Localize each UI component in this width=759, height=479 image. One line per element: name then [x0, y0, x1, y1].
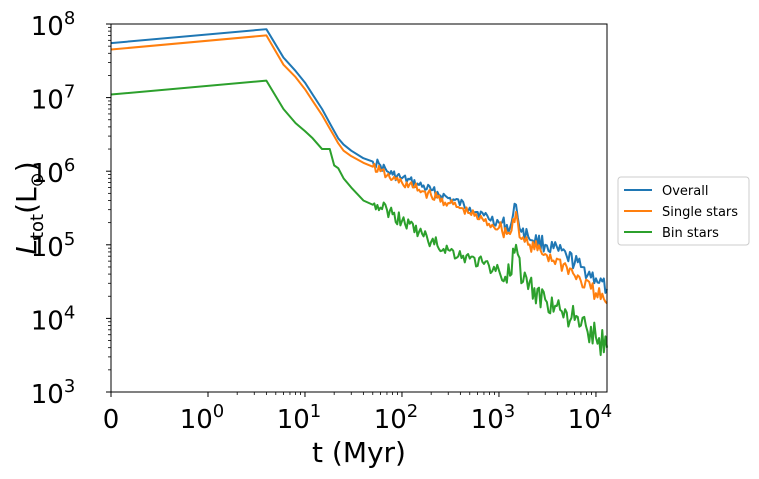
legend-entry-2: Bin stars [662, 226, 719, 241]
x-tick-label-4: 103 [471, 401, 516, 435]
y-label-unit-sub: ⊙ [27, 172, 48, 187]
y-tick-label-4: 107 [31, 82, 76, 116]
series-line-overall [110, 28, 608, 294]
plot-background [111, 24, 607, 392]
legend-entry-0: Overall [662, 184, 708, 199]
legend-box [617, 176, 750, 246]
y-axis-label-text: Ltot(L⊙) [10, 161, 48, 254]
legend: Overall Single stars Bin stars [617, 176, 750, 246]
y-axis-label: Ltot(L⊙) [10, 161, 48, 254]
legend-entry-1: Single stars [662, 205, 738, 220]
y-label-sub: tot [27, 214, 48, 239]
x-tick-label-0: 0 [103, 405, 120, 435]
x-tick-label-1: 100 [180, 401, 225, 435]
y-label-unit: (L [10, 187, 43, 214]
x-tick-label-5: 104 [568, 401, 613, 435]
x-tick-label-2: 101 [277, 401, 322, 435]
plot-frame [110, 23, 608, 393]
y-label-main: L [10, 239, 43, 255]
y-tick-label-5: 108 [31, 8, 76, 42]
y-label-close: ) [10, 161, 43, 172]
y-tick-label-1: 104 [31, 302, 76, 336]
series-line-bin-stars [110, 79, 608, 357]
x-axis-label: t (Myr) [312, 436, 406, 469]
y-tick-label-0: 103 [31, 376, 76, 410]
plot-area [111, 24, 607, 392]
x-tick-label-3: 102 [374, 401, 419, 435]
series-layer [110, 28, 608, 357]
series-line-single-stars [110, 34, 608, 305]
